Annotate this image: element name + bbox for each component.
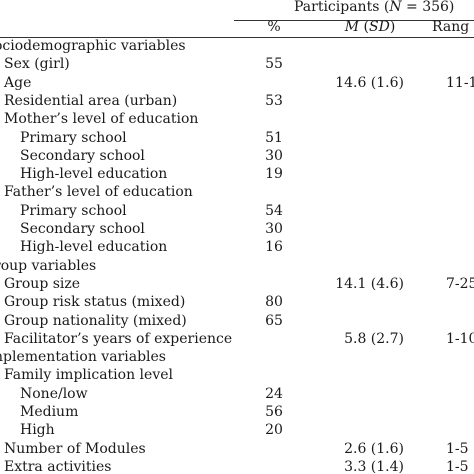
row-label: High-level education bbox=[20, 166, 168, 183]
percent-cell: 51 bbox=[265, 129, 283, 146]
row-label: Mother’s level of education bbox=[4, 111, 199, 128]
percent-cell: 53 bbox=[265, 92, 283, 109]
mean-sd-cell: 5.8 (2.7) bbox=[344, 330, 404, 347]
percent-cell: 24 bbox=[265, 385, 283, 402]
row-label: High-level education bbox=[20, 239, 168, 256]
column-header-percent: % bbox=[267, 19, 281, 35]
row-label: Primary school bbox=[20, 129, 127, 146]
mean-sd-cell: 2.6 (1.6) bbox=[344, 440, 404, 457]
header-top-rule bbox=[234, 20, 474, 21]
percent-cell: 16 bbox=[265, 239, 283, 256]
row-label: nplementation variables bbox=[0, 349, 166, 366]
range-cell: 7-25 bbox=[446, 275, 474, 292]
row-label: Group risk status (mixed) bbox=[4, 294, 186, 311]
percent-cell: 19 bbox=[265, 166, 283, 183]
percent-cell: 56 bbox=[265, 404, 283, 420]
row-label: High bbox=[20, 422, 55, 439]
range-cell: 1-10 bbox=[446, 330, 474, 347]
percent-cell: 65 bbox=[265, 312, 283, 329]
row-label: Facilitator’s years of experience bbox=[4, 330, 233, 347]
mean-sd-cell: 3.3 (1.4) bbox=[344, 458, 404, 474]
mean-sd-cell: 14.1 (4.6) bbox=[335, 275, 404, 292]
percent-cell: 20 bbox=[265, 422, 283, 439]
row-label: Primary school bbox=[20, 202, 127, 219]
row-label: Sex (girl) bbox=[4, 56, 70, 73]
range-cell: 1-5 bbox=[446, 440, 469, 457]
row-label: Secondary school bbox=[20, 147, 145, 164]
percent-cell: 30 bbox=[265, 147, 283, 164]
row-label: Family implication level bbox=[4, 367, 173, 384]
percent-cell: 30 bbox=[265, 221, 283, 237]
row-label: Residential area (urban) bbox=[4, 92, 178, 109]
column-header-range: Rang bbox=[432, 19, 470, 35]
row-label: Group nationality (mixed) bbox=[4, 312, 187, 329]
mean-sd-cell: 14.6 (1.6) bbox=[335, 74, 404, 91]
percent-cell: 54 bbox=[265, 202, 283, 219]
row-label: Age bbox=[4, 74, 32, 91]
row-label: Secondary school bbox=[20, 221, 145, 237]
row-label: ociodemographic variables bbox=[0, 38, 186, 54]
participants-header: Participants (N = 356) bbox=[294, 0, 455, 15]
row-label: Group size bbox=[4, 275, 81, 292]
percent-cell: 80 bbox=[265, 294, 283, 311]
row-label: None/low bbox=[20, 385, 88, 402]
row-label: roup variables bbox=[0, 257, 97, 274]
column-header-mean-sd: M (SD) bbox=[344, 19, 396, 35]
percent-cell: 55 bbox=[265, 56, 283, 73]
row-label: Medium bbox=[20, 404, 79, 420]
row-label: Father’s level of education bbox=[4, 184, 193, 201]
header-mid-rule bbox=[0, 37, 474, 38]
range-cell: 11-1 bbox=[446, 74, 474, 91]
row-label: Extra activities bbox=[4, 458, 112, 474]
row-label: Number of Modules bbox=[4, 440, 146, 457]
range-cell: 1-5 bbox=[446, 458, 469, 474]
